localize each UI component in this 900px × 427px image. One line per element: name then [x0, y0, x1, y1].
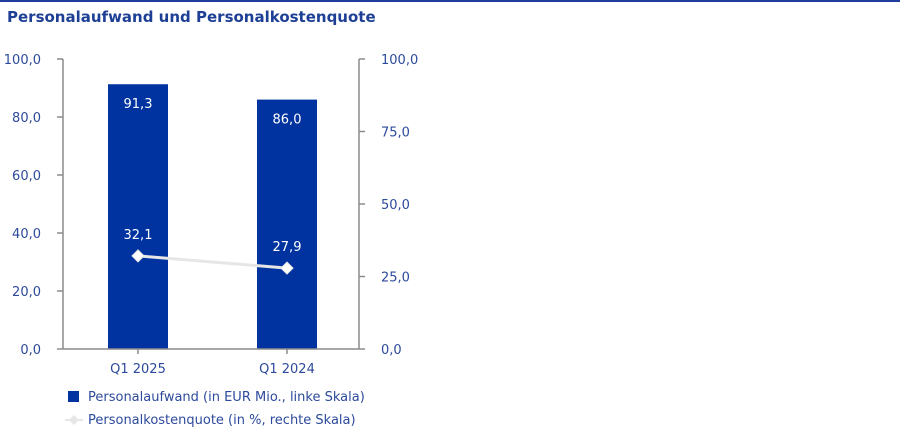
right-tick-label: 25,0: [381, 271, 410, 286]
line-path: [137, 254, 288, 270]
line-point: [131, 249, 145, 263]
line-value-label: 32,1: [124, 228, 153, 243]
line-point: [280, 261, 294, 275]
left-tick-label: 20,0: [12, 285, 41, 300]
left-tick-label: 80,0: [12, 111, 41, 126]
right-tick-label: 0,0: [381, 343, 402, 358]
left-axis: 0,0 20,0 40,0 60,0 80,0 100,0: [4, 53, 64, 358]
right-tick-label: 75,0: [381, 126, 410, 141]
right-axis: 0,0 25,0 50,0 75,0 100,0: [358, 53, 418, 358]
bar-value-label: 86,0: [273, 113, 302, 128]
x-axis: [63, 348, 359, 354]
category-label: Q1 2024: [259, 362, 315, 377]
legend: Personalaufwand (in EUR Mio., linke Skal…: [65, 390, 365, 427]
right-tick-label: 50,0: [381, 198, 410, 213]
category-label: Q1 2025: [110, 362, 166, 377]
chart-title: Personalaufwand und Personalkostenquote: [7, 8, 376, 26]
right-tick-label: 100,0: [381, 53, 418, 68]
line-series: 32,1 27,9: [124, 228, 302, 275]
left-tick-label: 60,0: [12, 169, 41, 184]
bar: [257, 99, 317, 349]
legend-swatch-line: [65, 415, 83, 425]
bar-series: 91,3 86,0: [108, 84, 317, 349]
category-labels: Q1 2025 Q1 2024: [110, 362, 315, 377]
left-tick-label: 40,0: [12, 227, 41, 242]
bar: [108, 84, 168, 349]
bar-value-label: 91,3: [124, 97, 153, 112]
legend-label-bar: Personalaufwand (in EUR Mio., linke Skal…: [88, 390, 365, 405]
top-rule: [0, 0, 900, 2]
legend-label-line: Personalkostenquote (in %, rechte Skala): [88, 413, 356, 427]
legend-swatch-bar: [68, 391, 79, 402]
line-value-label: 27,9: [273, 240, 302, 255]
left-tick-label: 0,0: [20, 343, 41, 358]
left-tick-label: 100,0: [4, 53, 41, 68]
